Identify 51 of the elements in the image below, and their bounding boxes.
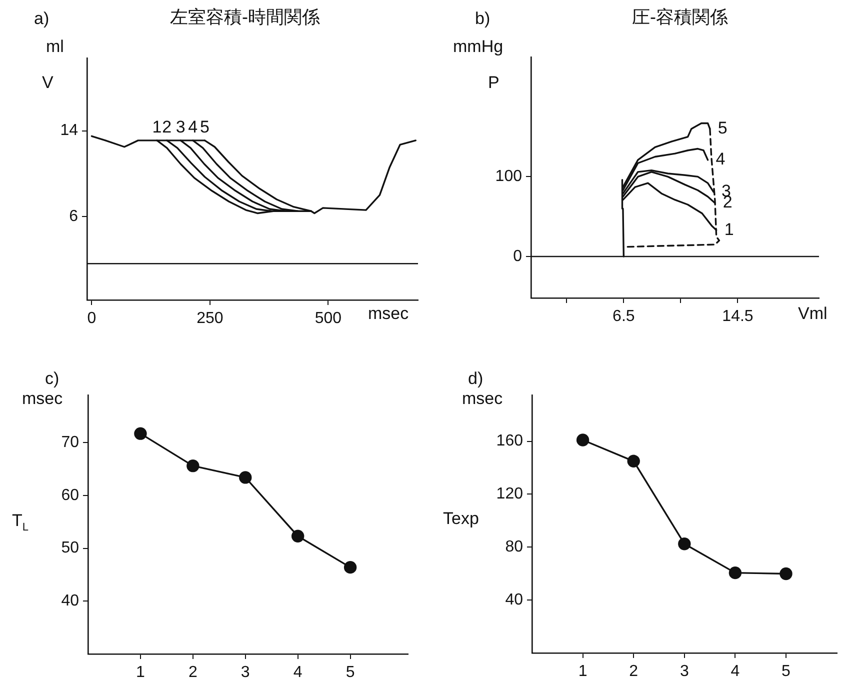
x-tick-label: 5 — [782, 663, 791, 680]
y-tick-label: 80 — [505, 538, 524, 556]
series-label: 1 — [724, 220, 734, 239]
y-tick-label: 0 — [513, 248, 522, 265]
y-tick-label: 160 — [496, 432, 524, 450]
series-label: 3 — [176, 118, 186, 137]
chart-title: 圧-容積関係 — [632, 7, 728, 28]
y-tick-label: 60 — [61, 486, 80, 504]
x-tick-label: 1 — [578, 663, 588, 680]
series-label: 4 — [188, 118, 198, 137]
series-label: 4 — [716, 150, 726, 169]
x-tick-label: 4 — [293, 664, 302, 682]
x-tick-label: 3 — [240, 664, 250, 682]
x-tick-label: 4 — [730, 663, 740, 680]
x-tick-label: 0 — [87, 310, 96, 328]
text: mmHg — [453, 37, 504, 57]
text: b) — [475, 9, 490, 29]
y-axis-title: P — [488, 73, 500, 93]
y-axis-title: Texp — [443, 509, 479, 529]
x-axis-title: Vml — [798, 304, 828, 324]
text: c) — [45, 369, 60, 389]
series-label: 2 — [162, 118, 172, 137]
x-tick-label: 5 — [346, 664, 355, 682]
y-tick-label: 100 — [495, 168, 522, 186]
y-tick-label: 50 — [61, 540, 80, 557]
x-tick-label: 14.5 — [722, 308, 754, 326]
y-axis-title: T$_{L}$ — [12, 511, 29, 534]
y-tick-label: 40 — [61, 592, 80, 610]
y-tick-label: 120 — [496, 486, 524, 503]
text: msec — [462, 389, 503, 409]
x-tick-label: 1 — [136, 664, 146, 682]
y-tick-label: 6 — [69, 208, 78, 225]
y-tick-label: 70 — [61, 434, 80, 451]
x-tick-label: 2 — [188, 664, 198, 682]
x-tick-label: 2 — [629, 663, 638, 680]
text: msec — [22, 389, 63, 409]
x-tick-label: 3 — [680, 663, 689, 680]
chart-title: 左室容積-時間関係 — [170, 7, 320, 28]
x-tick-label: 250 — [196, 310, 224, 328]
series-label: 5 — [718, 118, 728, 138]
series-label: 5 — [200, 118, 210, 137]
x-axis-title: msec — [368, 304, 409, 324]
x-tick-label: 6.5 — [612, 308, 635, 326]
y-axis-title: V — [42, 73, 54, 93]
text: ml — [46, 37, 64, 57]
text: d) — [468, 369, 484, 389]
y-tick-label: 40 — [505, 591, 524, 608]
text: a) — [34, 9, 50, 29]
series-label: 1 — [152, 118, 162, 137]
x-tick-label: 500 — [314, 310, 342, 328]
y-tick-label: 14 — [60, 122, 78, 140]
